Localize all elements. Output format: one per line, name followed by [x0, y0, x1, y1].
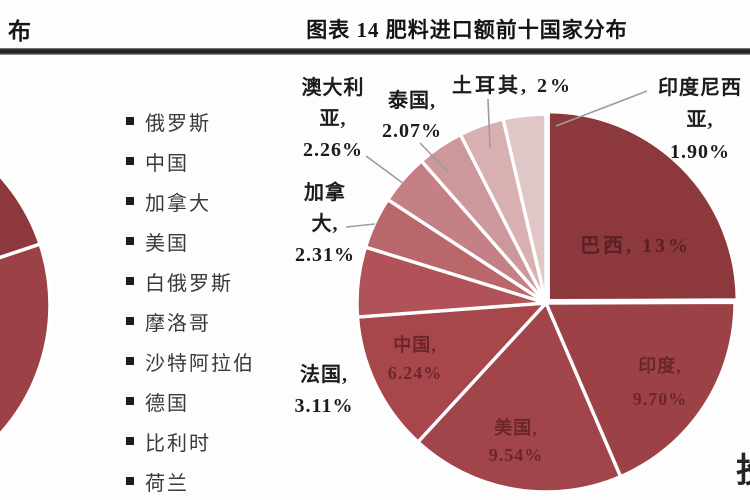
leader-line-canada	[345, 223, 376, 228]
legend-item: 俄罗斯	[126, 110, 255, 135]
leader-lines	[345, 90, 648, 228]
page-title: 图表 14 肥料进口额前十国家分布	[306, 18, 628, 42]
pie-label-china: 中国, 6.24%	[387, 335, 443, 383]
pie-slice-usa	[415, 299, 623, 494]
clipped-text-fragment: 投	[736, 450, 750, 494]
legend-bullet-icon	[126, 117, 134, 125]
legend: 俄罗斯 中国 加拿大 美国 白俄罗斯 摩洛哥 沙特阿拉伯 德国 比利时 荷兰	[126, 110, 255, 495]
legend-label: 中国	[145, 152, 189, 175]
left-pie-slice	[0, 241, 52, 437]
header-divider	[0, 48, 750, 55]
pie-label-turkey: 土耳其, 2%	[452, 75, 573, 97]
pie-slice-china	[355, 300, 551, 445]
legend-item: 比利时	[126, 430, 255, 455]
legend-bullet-icon	[126, 357, 134, 365]
pie-label-thailand: 泰国, 2.07%	[382, 90, 442, 142]
left-pie-fragment	[0, 173, 52, 437]
legend-bullet-icon	[126, 437, 134, 445]
legend-label: 摩洛哥	[145, 312, 211, 335]
pie-label-canada: 加拿 大, 2.31%	[295, 182, 355, 266]
legend-label: 沙特阿拉伯	[145, 352, 255, 375]
legend-bullet-icon	[126, 397, 134, 405]
legend-label: 俄罗斯	[145, 112, 211, 135]
pie-slice-indonesia	[501, 112, 548, 304]
legend-label: 比利时	[145, 432, 211, 455]
legend-item: 摩洛哥	[126, 310, 255, 335]
leader-line-australia	[365, 155, 405, 185]
left-pie-slice	[0, 173, 43, 260]
legend-label: 白俄罗斯	[145, 272, 233, 295]
legend-bullet-icon	[126, 277, 134, 285]
pie-label-brazil: 巴西, 13%	[580, 235, 691, 257]
pie-slice-brazil	[546, 110, 739, 303]
legend-label: 加拿大	[145, 192, 211, 215]
cropped-left-chart-title-fragment: 布	[8, 19, 32, 44]
legend-label: 美国	[145, 232, 189, 255]
legend-item: 荷兰	[126, 470, 255, 495]
legend-bullet-icon	[126, 237, 134, 245]
pie-slice-india	[543, 300, 737, 479]
legend-bullet-icon	[126, 477, 134, 485]
legend-bullet-icon	[126, 317, 134, 325]
legend-item: 美国	[126, 230, 255, 255]
legend-item: 德国	[126, 390, 255, 415]
leader-line-turkey	[487, 98, 491, 149]
pie-label-usa: 美国, 9.54%	[488, 418, 544, 465]
legend-bullet-icon	[126, 197, 134, 205]
legend-item: 白俄罗斯	[126, 270, 255, 295]
legend-item: 沙特阿拉伯	[126, 350, 255, 375]
leader-line-indonesia	[555, 90, 648, 127]
legend-label: 荷兰	[145, 472, 189, 495]
pie-wedges	[355, 110, 739, 494]
legend-item: 加拿大	[126, 190, 255, 215]
legend-item: 中国	[126, 150, 255, 175]
pie-label-australia: 澳大利 亚, 2.26%	[301, 77, 365, 161]
legend-bullet-icon	[126, 157, 134, 165]
pie-label-france: 法国, 3.11%	[294, 364, 354, 417]
pie-label-india: 印度, 9.70%	[632, 356, 688, 409]
leader-line-thailand	[419, 142, 449, 173]
pie-label-indonesia: 印度尼西 亚, 1.90%	[658, 77, 742, 163]
legend-label: 德国	[145, 392, 189, 415]
